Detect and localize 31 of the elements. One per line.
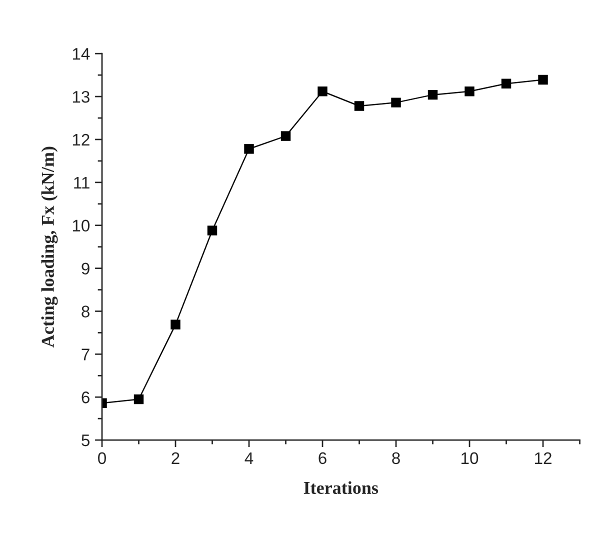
y-tick-label: 7 <box>82 348 90 360</box>
y-tick-label: 9 <box>82 262 90 274</box>
x-axis-title: Iterations <box>304 481 378 494</box>
x-tick-label: 10 <box>462 452 478 464</box>
y-tick-label: 11 <box>74 176 90 188</box>
x-tick-label: 8 <box>392 452 400 464</box>
point <box>391 98 401 108</box>
y-tick-label: 14 <box>72 48 90 60</box>
y-tick-label: 5 <box>82 434 90 446</box>
point <box>354 101 364 111</box>
point <box>428 90 438 100</box>
x-tick-label: 6 <box>318 452 326 464</box>
point <box>134 394 144 404</box>
y-tick-label: 8 <box>82 306 90 318</box>
x-tick-label: 0 <box>98 452 106 464</box>
y-axis-title: Acting loading, Fx (kN/m) <box>41 146 58 348</box>
point <box>170 320 180 330</box>
y-tick-label: 12 <box>72 134 90 146</box>
point <box>538 74 548 85</box>
x-tick-label: 4 <box>244 452 254 464</box>
point <box>207 226 218 236</box>
point <box>464 86 474 96</box>
point <box>280 131 291 141</box>
x-tick-label: 12 <box>535 452 552 464</box>
point <box>244 144 254 154</box>
y-tick-label: 13 <box>72 90 90 103</box>
x-tick-label: 2 <box>172 452 180 464</box>
y-tick-label: 10 <box>72 220 90 232</box>
y-tick-label: 6 <box>82 392 90 404</box>
point <box>318 86 328 96</box>
point <box>501 78 512 89</box>
